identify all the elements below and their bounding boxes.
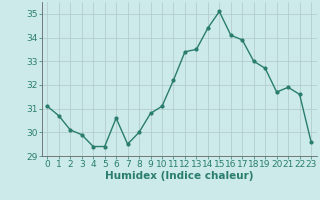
X-axis label: Humidex (Indice chaleur): Humidex (Indice chaleur) (105, 171, 253, 181)
